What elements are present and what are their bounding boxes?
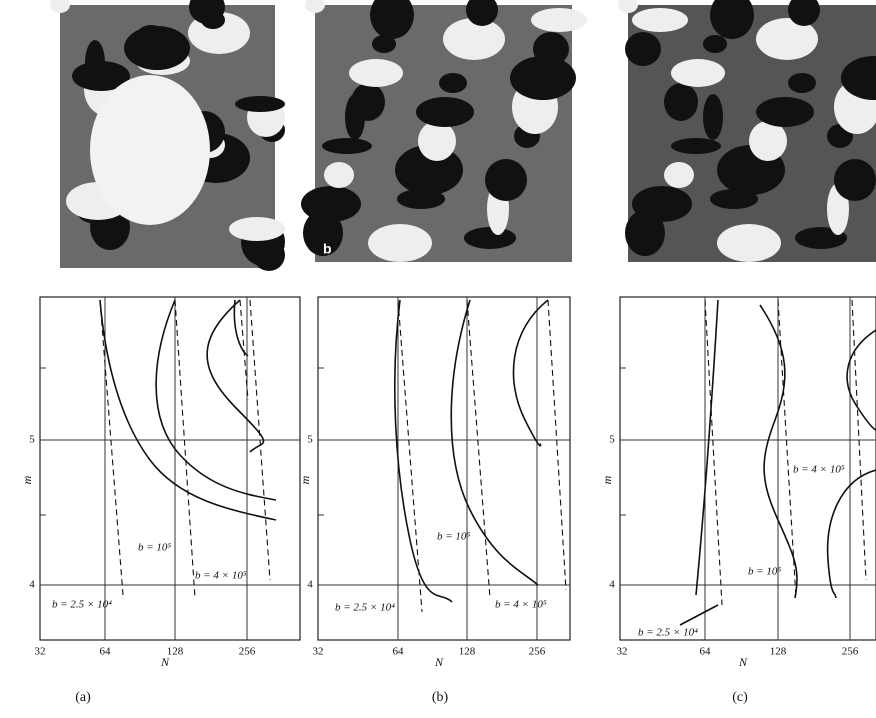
label-arrow xyxy=(680,605,718,625)
photo-blob xyxy=(625,32,661,66)
photo-label: b xyxy=(323,241,332,257)
y-axis-label: m xyxy=(600,475,614,484)
isopreference-curve xyxy=(847,330,876,430)
dashed-curve xyxy=(398,300,422,612)
curve-label: b = 10⁵ xyxy=(437,531,470,543)
y-tick-label: 5 xyxy=(609,434,615,446)
curve-label: b = 10⁵ xyxy=(748,566,781,578)
photo-blob xyxy=(834,159,876,201)
isopreference-curve xyxy=(100,300,276,520)
dashed-curve xyxy=(467,300,490,598)
curve-label: b = 4 × 10⁵ xyxy=(195,570,247,582)
photo-blob xyxy=(749,121,787,161)
curve-label: b = 2.5 × 10⁴ xyxy=(335,602,395,614)
isopreference-curve xyxy=(395,300,452,602)
y-tick-label: 4 xyxy=(307,579,313,591)
photo-blob xyxy=(345,94,365,140)
curve-label: b = 2.5 × 10⁴ xyxy=(638,627,698,639)
isopreference-curve xyxy=(156,300,276,500)
x-axis-label: N xyxy=(738,655,748,669)
photo-blob xyxy=(85,40,105,86)
x-axis-label: N xyxy=(160,655,170,669)
photo-blob xyxy=(235,96,285,112)
plot-frame xyxy=(318,297,570,640)
curve-label: b = 10⁵ xyxy=(138,542,171,554)
isopreference-curve xyxy=(828,470,876,598)
x-tick-label: 128 xyxy=(459,646,476,658)
y-axis-label: m xyxy=(298,475,312,484)
photo-blob xyxy=(439,73,467,93)
curve-label: b = 4 × 10⁵ xyxy=(793,464,845,476)
photo-blob xyxy=(756,97,814,127)
photo-blob xyxy=(671,59,725,87)
x-tick-label: 64 xyxy=(100,646,112,658)
photo-blob xyxy=(301,186,361,222)
plot-frame xyxy=(40,297,300,640)
photo-blob xyxy=(671,138,721,154)
x-tick-label: 256 xyxy=(842,646,859,658)
dashed-curve xyxy=(100,300,123,595)
x-tick-label: 256 xyxy=(239,646,256,658)
photo-blob xyxy=(788,73,816,93)
x-tick-label: 128 xyxy=(770,646,787,658)
photo-blob xyxy=(137,25,165,45)
y-axis-label: m xyxy=(20,475,34,484)
photo-blob xyxy=(229,217,285,241)
photo-blob xyxy=(416,97,474,127)
curve-label: b = 2.5 × 10⁴ xyxy=(52,599,112,611)
isopreference-curve xyxy=(234,300,248,356)
photo-blob xyxy=(703,94,723,140)
x-axis-label: N xyxy=(434,655,444,669)
x-tick-label: 64 xyxy=(393,646,405,658)
photo-blob xyxy=(322,138,372,154)
isopreference-curve xyxy=(513,300,548,446)
photo-blob xyxy=(717,224,781,262)
photo-blob xyxy=(324,162,354,188)
y-tick-label: 5 xyxy=(29,434,35,446)
y-tick-label: 4 xyxy=(29,579,35,591)
caption: (c) xyxy=(732,690,748,705)
curve-label: b = 4 × 10⁵ xyxy=(495,599,547,611)
y-tick-label: 5 xyxy=(307,434,313,446)
caption: (a) xyxy=(75,690,91,705)
photo-blob xyxy=(703,35,727,53)
x-tick-label: 32 xyxy=(617,646,628,658)
dashed-curve xyxy=(778,300,796,598)
x-tick-label: 32 xyxy=(35,646,46,658)
photo-blob xyxy=(531,8,587,32)
dashed-curve xyxy=(548,300,566,590)
photo-blob xyxy=(632,186,692,222)
photo-blob xyxy=(368,224,432,262)
photo-blob xyxy=(533,32,569,66)
figure: 32 64 128 256 5 4 m Nb = 10⁵ b = 4 × 10⁵ b = 2.5 … xyxy=(0,0,876,718)
photo-blob xyxy=(664,83,698,121)
photo-face xyxy=(90,75,210,225)
photo-blob xyxy=(485,159,527,201)
caption: (b) xyxy=(432,690,449,705)
photo-blob xyxy=(632,8,688,32)
y-tick-label: 4 xyxy=(609,579,615,591)
photo-blob xyxy=(464,227,516,249)
photo-blob xyxy=(443,18,505,60)
photo-blob xyxy=(418,121,456,161)
x-tick-label: 256 xyxy=(529,646,546,658)
x-tick-label: 64 xyxy=(700,646,712,658)
x-tick-label: 32 xyxy=(313,646,324,658)
photo-blob xyxy=(349,59,403,87)
x-tick-label: 128 xyxy=(167,646,184,658)
photo-blob xyxy=(664,162,694,188)
dashed-curve xyxy=(175,300,195,598)
